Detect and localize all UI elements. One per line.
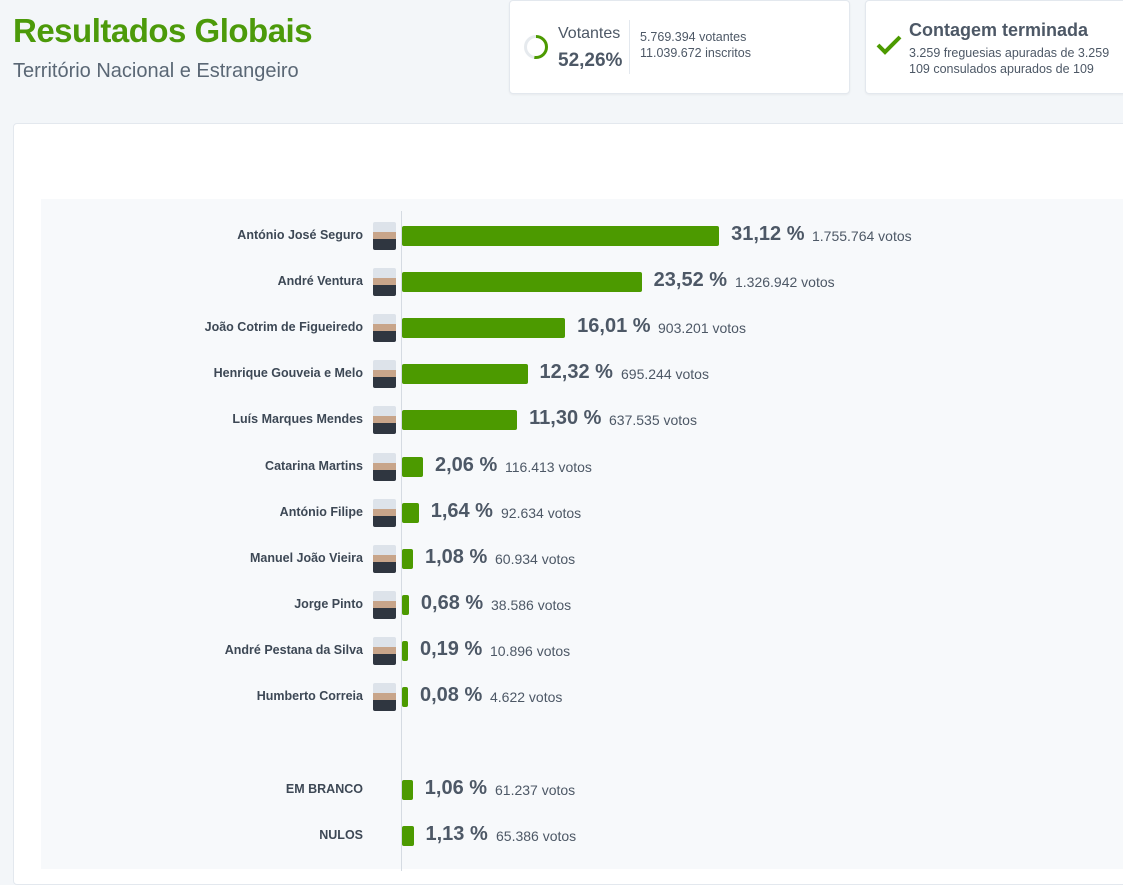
candidate-row: Catarina Martins 2,06 % 116.413 votos: [0, 447, 1123, 487]
vote-bar: [402, 594, 409, 615]
vote-bar: [402, 456, 423, 477]
candidate-row: Manuel João Vieira 1,08 % 60.934 votos: [0, 539, 1123, 579]
vote-bar: [402, 687, 408, 707]
percent-label: 1,64 %: [430, 499, 493, 522]
vote-bar: [402, 364, 528, 385]
vote-bar: [402, 548, 413, 569]
candidate-name: António José Seguro: [237, 228, 363, 242]
candidate-row: António Filipe 1,64 % 92.634 votos: [0, 493, 1123, 533]
vote-bar: [402, 780, 413, 800]
votes-label: 637.535 votos: [609, 412, 697, 429]
turnout-percent: 52,26%: [558, 50, 623, 71]
candidate-photo: [373, 544, 396, 573]
count-status-card: Contagem terminada 3.259 freguesias apur…: [865, 0, 1123, 94]
candidate-name: Henrique Gouveia e Melo: [213, 366, 363, 381]
candidate-row: Humberto Correia 0,08 % 4.622 votos: [0, 677, 1123, 717]
vote-bar: [402, 272, 642, 293]
candidate-photo: [373, 452, 396, 481]
percent-label: 0,68 %: [420, 591, 484, 614]
percent-label: 12,32 %: [539, 361, 613, 384]
candidate-photo: [373, 498, 396, 527]
votes-label: 38.586 votos: [491, 596, 572, 613]
percent-label: 1,06 %: [424, 777, 488, 799]
count-status-title: Contagem terminada: [909, 20, 1089, 40]
percent-label: 0,19 %: [420, 637, 483, 660]
candidate-photo: [373, 590, 396, 619]
percent-label: 31,12 %: [731, 223, 805, 245]
votes-label: 10.896 votos: [490, 642, 571, 659]
percent-label: 0,08 %: [420, 684, 483, 706]
percent-label: 1,08 %: [425, 545, 488, 568]
votes-label: 116.413 votos: [505, 458, 592, 475]
consulates-status: 109 consulados apurados de 109: [909, 62, 1094, 76]
percent-label: 23,52 %: [653, 269, 728, 292]
votes-label: 695.244 votos: [621, 366, 709, 383]
turnout-label: Votantes: [558, 25, 621, 42]
candidate-photo: [373, 314, 396, 343]
parishes-status: 3.259 freguesias apuradas de 3.259: [909, 46, 1110, 60]
candidate-row: Henrique Gouveia e Melo 12,32 % 695.244 vo…: [0, 354, 1123, 394]
candidate-name: Luís Marques Mendes: [232, 412, 363, 427]
votes-label: 92.634 votos: [501, 504, 582, 521]
voters-count: 5.769.394 votantes: [640, 30, 747, 44]
candidate-row: EM BRANCO 1,06 % 61.237 votos: [0, 770, 1123, 810]
candidate-row: António José Seguro 31,12 % 1.755.764 voto…: [0, 216, 1123, 256]
turnout-progress-ring: [524, 35, 548, 59]
candidate-photo: [373, 406, 396, 435]
candidate-name: André Pestana da Silva: [224, 642, 363, 657]
turnout-card: Votantes 52,26% 5.769.394 votantes 11.03…: [509, 0, 850, 94]
candidate-photo: [373, 222, 396, 250]
candidate-name: EM BRANCO: [285, 782, 363, 796]
candidate-row: João Cotrim de Figueiredo 16,01 % 903.201 …: [0, 308, 1123, 348]
vote-bar: [402, 502, 419, 523]
percent-label: 1,13 %: [425, 823, 488, 845]
candidate-photo: [373, 360, 396, 389]
candidate-name: Humberto Correia: [256, 689, 363, 703]
page-title: Resultados Globais: [13, 12, 313, 49]
vote-bar: [402, 410, 518, 431]
candidate-name: Catarina Martins: [265, 458, 363, 473]
divider: [629, 20, 630, 74]
percent-label: 2,06 %: [434, 453, 498, 476]
candidate-name: João Cotrim de Figueiredo: [204, 320, 363, 335]
candidate-row: Luís Marques Mendes 11,30 % 637.535 votos: [0, 400, 1123, 440]
vote-bar: [402, 826, 414, 846]
votes-label: 4.622 votos: [490, 689, 563, 705]
candidate-photo: [373, 268, 396, 297]
candidate-name: Jorge Pinto: [294, 596, 363, 611]
vote-bar: [402, 640, 408, 661]
vote-bar: [402, 226, 720, 246]
candidate-name: Manuel João Vieira: [249, 550, 363, 565]
candidate-row: André Ventura 23,52 % 1.326.942 votos: [0, 262, 1123, 302]
votes-label: 1.755.764 votos: [812, 228, 912, 244]
chart-axis: [401, 211, 402, 871]
candidate-name: NULOS: [319, 828, 363, 842]
candidate-photo: [373, 636, 396, 665]
votes-label: 61.237 votos: [495, 782, 576, 798]
candidate-photo: [373, 683, 396, 711]
votes-label: 903.201 votos: [658, 320, 746, 337]
registered-count: 11.039.672 inscritos: [640, 46, 751, 60]
candidate-row: Jorge Pinto 0,68 % 38.586 votos: [0, 585, 1123, 625]
votes-label: 60.934 votos: [495, 550, 576, 567]
percent-label: 16,01 %: [577, 315, 651, 338]
candidate-row: André Pestana da Silva 0,19 % 10.896 votos: [0, 631, 1123, 671]
votes-label: 65.386 votos: [496, 828, 577, 844]
candidate-name: António Filipe: [279, 504, 363, 519]
candidate-row: NULOS 1,13 % 65.386 votos: [0, 816, 1123, 856]
results-chart: [41, 199, 1123, 869]
page-subtitle: Território Nacional e Estrangeiro: [13, 60, 299, 82]
candidate-name: André Ventura: [277, 274, 363, 289]
votes-label: 1.326.942 votos: [735, 274, 835, 291]
check-icon: [876, 35, 902, 55]
percent-label: 11,30 %: [529, 407, 602, 430]
vote-bar: [402, 318, 566, 339]
